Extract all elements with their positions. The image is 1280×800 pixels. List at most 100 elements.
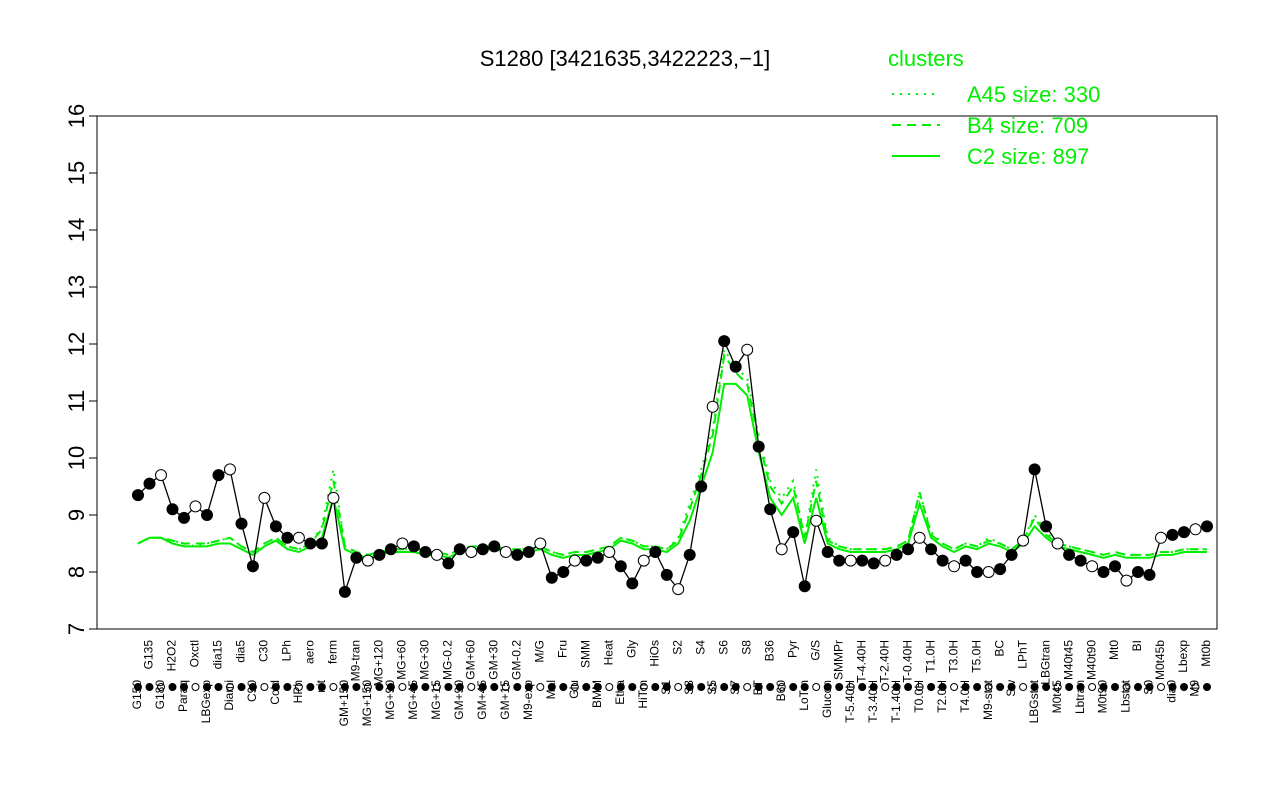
x-rug-point (1042, 683, 1051, 691)
data-point (936, 554, 949, 567)
data-point (212, 469, 225, 482)
y-tick-label: 12 (64, 332, 89, 356)
x-rug-point (950, 683, 959, 691)
x-tick-label: LPhT (1015, 639, 1029, 668)
x-tick-label: GM+15 (498, 680, 512, 720)
data-point (419, 546, 432, 558)
x-tick-label: C30 (257, 640, 271, 662)
data-point (913, 531, 926, 544)
x-rug-point (938, 683, 947, 691)
x-tick-label: nit (314, 679, 328, 692)
data-point (948, 560, 961, 573)
x-tick-label: Heat (601, 639, 615, 665)
data-point (764, 503, 777, 516)
x-rug-point (628, 683, 637, 691)
x-rug-point (812, 683, 821, 691)
data-point (281, 531, 294, 544)
x-rug-point (720, 683, 729, 691)
data-point (626, 577, 639, 590)
x-rug-point (329, 683, 338, 691)
data-point (660, 568, 673, 581)
x-rug-point (490, 683, 499, 691)
data-point (1120, 574, 1133, 587)
data-point (1109, 560, 1121, 573)
x-tick-label: GM+90 (452, 680, 466, 720)
x-tick-label: MG+45 (406, 680, 420, 720)
data-point (1040, 520, 1053, 533)
data-point (994, 563, 1007, 576)
data-point (902, 543, 915, 556)
x-tick-label: HiTm (636, 680, 650, 709)
x-tick-label: LBGtran (1038, 640, 1052, 685)
data-point (890, 548, 903, 561)
x-rug-point (1168, 683, 1177, 691)
data-point (269, 520, 282, 533)
x-rug-point (892, 683, 901, 691)
x-tick-label: aero (303, 640, 317, 664)
x-rug-point (743, 683, 752, 691)
data-point (430, 548, 443, 561)
x-tick-label: Etha (613, 680, 627, 705)
x-tick-label: T-1.40H (889, 680, 903, 723)
x-rug-point (823, 683, 832, 691)
x-rug-point (1122, 683, 1131, 691)
legend: clusters A45 size: 330 B4 size: 709 C2 siz… (888, 46, 1100, 169)
data-point (810, 514, 823, 527)
x-rug-point (455, 683, 464, 691)
data-point (327, 491, 340, 504)
data-point (304, 537, 317, 550)
data-point (580, 554, 593, 567)
x-rug-point (524, 683, 533, 691)
x-tick-label: Lbstat (1119, 679, 1133, 712)
data-point (591, 551, 604, 564)
data-point (315, 537, 328, 550)
x-tick-label: T2.0H (935, 680, 949, 713)
data-point (522, 546, 535, 558)
x-tick-label: LBGexp (199, 680, 213, 724)
data-point (1028, 463, 1041, 476)
data-point (683, 548, 696, 561)
data-point (1189, 523, 1202, 536)
x-rug-point (134, 683, 142, 691)
x-tick-label: GM+45 (475, 680, 489, 720)
x-tick-label: S2 (670, 640, 684, 655)
x-rug-point (536, 683, 545, 691)
data-point (603, 546, 616, 558)
data-point (1017, 534, 1030, 547)
data-point (224, 463, 236, 476)
x-tick-label: MG+90 (383, 680, 397, 720)
x-tick-label: M/G (532, 640, 546, 663)
data-point (407, 540, 420, 553)
data-point (614, 560, 627, 573)
x-tick-label: T3.0H (946, 640, 960, 673)
x-tick-label: G180 (153, 680, 167, 710)
data-point (798, 580, 811, 593)
x-tick-label: T5.0H (969, 640, 983, 673)
x-tick-label: H2O2 (165, 640, 179, 672)
data-point (166, 503, 179, 516)
data-point (729, 360, 742, 373)
x-axis: G150 G135 G180 H2O2 Paraq Oxctl LBGexp dia15 Dia… (130, 639, 1213, 726)
x-rug-point (927, 683, 936, 691)
x-rug-point (881, 683, 890, 691)
x-tick-label: Mt0 (1107, 640, 1121, 660)
x-tick-label: Mal (544, 680, 558, 699)
x-rug-point (766, 683, 775, 691)
x-tick-label: MG+15 (429, 680, 443, 720)
x-rug-point (593, 683, 602, 691)
data-point (1086, 560, 1099, 573)
x-tick-label: Sw (1004, 680, 1018, 697)
x-rug-point (1203, 683, 1211, 691)
profile-line (137, 338, 1208, 593)
x-tick-label: M0t45 (1050, 680, 1064, 714)
x-tick-label: dia0 (1165, 680, 1179, 703)
x-rug-point (214, 683, 223, 691)
x-tick-label: G135 (142, 640, 156, 670)
x-rug-point (961, 683, 970, 691)
x-tick-label: S7 (728, 680, 742, 695)
data-point (844, 554, 857, 567)
x-tick-label: T4.0H (958, 680, 972, 713)
cluster-line-dashed (137, 352, 1207, 556)
x-rug-point (444, 683, 453, 691)
